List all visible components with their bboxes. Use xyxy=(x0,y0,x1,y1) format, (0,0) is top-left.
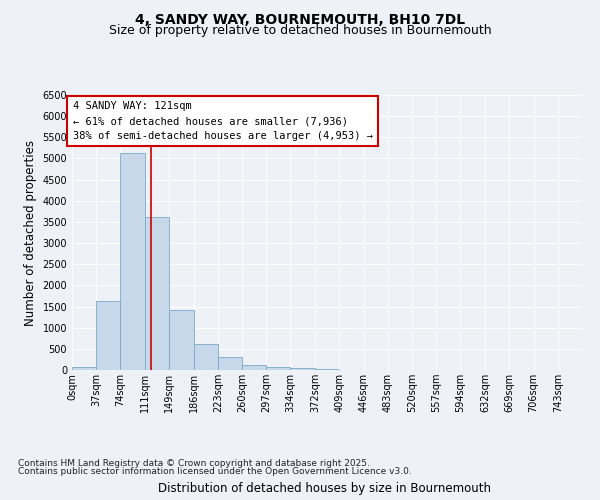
Text: Size of property relative to detached houses in Bournemouth: Size of property relative to detached ho… xyxy=(109,24,491,37)
Bar xyxy=(145,217,169,370)
Bar xyxy=(266,366,290,370)
Bar xyxy=(72,368,96,370)
Text: 4 SANDY WAY: 121sqm
← 61% of detached houses are smaller (7,936)
38% of semi-det: 4 SANDY WAY: 121sqm ← 61% of detached ho… xyxy=(73,102,373,141)
Bar xyxy=(315,368,340,370)
Bar xyxy=(194,344,218,370)
Text: Contains HM Land Registry data © Crown copyright and database right 2025.: Contains HM Land Registry data © Crown c… xyxy=(18,458,370,468)
Y-axis label: Number of detached properties: Number of detached properties xyxy=(24,140,37,326)
Bar xyxy=(96,301,121,370)
Bar xyxy=(290,368,315,370)
Bar xyxy=(121,154,145,370)
Bar xyxy=(242,364,266,370)
Text: Distribution of detached houses by size in Bournemouth: Distribution of detached houses by size … xyxy=(157,482,491,495)
Text: Contains public sector information licensed under the Open Government Licence v3: Contains public sector information licen… xyxy=(18,467,412,476)
Text: 4, SANDY WAY, BOURNEMOUTH, BH10 7DL: 4, SANDY WAY, BOURNEMOUTH, BH10 7DL xyxy=(135,12,465,26)
Bar xyxy=(169,310,194,370)
Bar xyxy=(218,357,242,370)
